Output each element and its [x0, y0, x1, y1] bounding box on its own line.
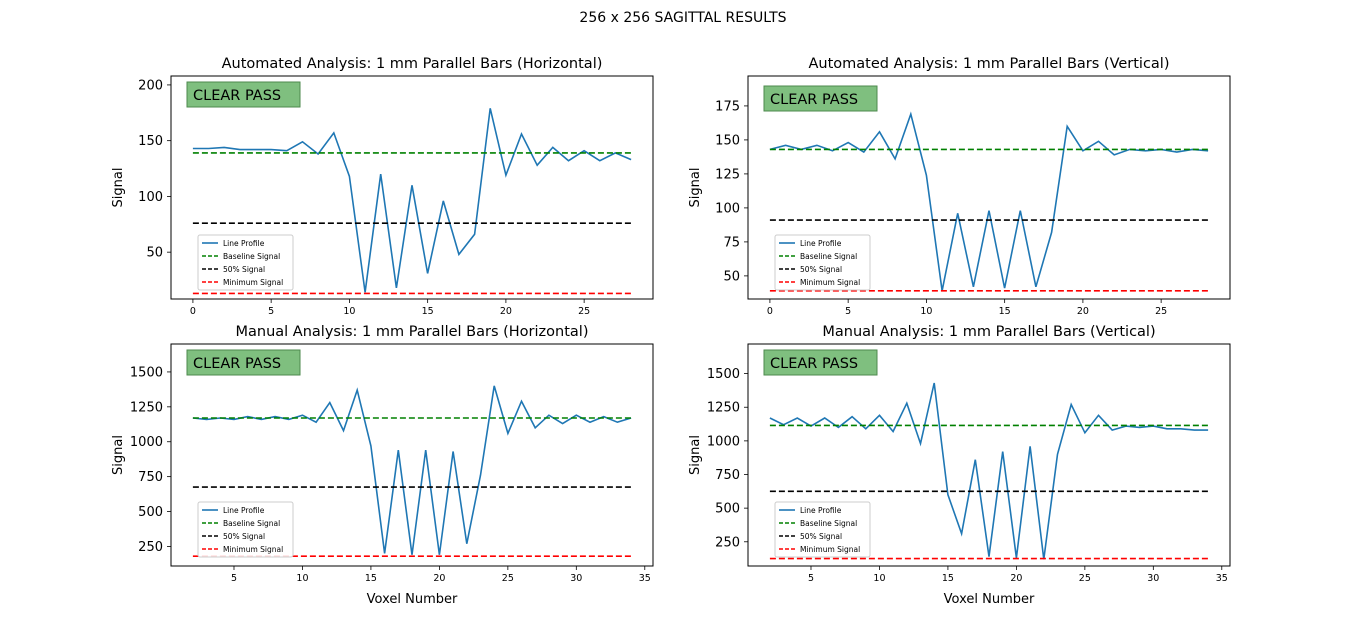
legend-label: Baseline Signal	[800, 519, 857, 528]
y-tick-label: 200	[138, 78, 163, 93]
y-tick-label: 750	[138, 470, 163, 485]
pass-badge-label: CLEAR PASS	[193, 88, 281, 104]
y-tick-label: 1500	[707, 367, 740, 382]
x-tick-label: 25	[502, 573, 514, 584]
x-tick-label: 10	[873, 573, 885, 584]
y-axis-label: Signal	[111, 168, 126, 208]
chart-panel-4: Manual Analysis: 1 mm Parallel Bars (Ver…	[688, 324, 1231, 607]
chart-panel-2: Automated Analysis: 1 mm Parallel Bars (…	[688, 56, 1231, 317]
plot-frame	[747, 343, 1231, 567]
y-tick-label: 75	[723, 235, 740, 250]
y-tick-label: 500	[138, 505, 163, 520]
y-tick-label: 50	[146, 246, 163, 261]
x-tick-label: 0	[190, 306, 196, 317]
x-tick-label: 5	[808, 573, 814, 584]
x-tick-label: 30	[1147, 573, 1159, 584]
x-tick-label: 10	[296, 573, 308, 584]
chart-panel-3: Manual Analysis: 1 mm Parallel Bars (Hor…	[111, 324, 654, 607]
legend-label: 50% Signal	[223, 265, 265, 274]
x-tick-label: 35	[639, 573, 651, 584]
legend-label: Line Profile	[223, 506, 265, 515]
series-line-1	[192, 108, 632, 293]
chart-title: Manual Analysis: 1 mm Parallel Bars (Hor…	[236, 324, 589, 340]
x-tick-label: 35	[1216, 573, 1228, 584]
y-tick-label: 175	[715, 99, 740, 114]
chart-title: Manual Analysis: 1 mm Parallel Bars (Ver…	[822, 324, 1155, 340]
y-axis-label: Signal	[688, 168, 703, 208]
legend-box	[197, 501, 294, 558]
pass-badge-label: CLEAR PASS	[770, 356, 858, 372]
legend-label: Minimum Signal	[223, 545, 283, 554]
x-tick-label: 0	[767, 306, 773, 317]
pass-badge	[763, 349, 878, 376]
x-tick-label: 5	[231, 573, 237, 584]
x-tick-label: 5	[845, 306, 851, 317]
x-tick-label: 25	[1155, 306, 1167, 317]
legend-label: Baseline Signal	[800, 252, 857, 261]
x-axis-label: Voxel Number	[944, 592, 1035, 607]
legend-box	[774, 234, 871, 291]
x-tick-label: 20	[1077, 306, 1089, 317]
legend-label: 50% Signal	[223, 532, 265, 541]
y-tick-label: 750	[715, 468, 740, 483]
y-tick-label: 1250	[130, 400, 163, 415]
chart-panel-1: Automated Analysis: 1 mm Parallel Bars (…	[111, 56, 654, 317]
x-tick-label: 15	[422, 306, 434, 317]
y-tick-label: 1500	[130, 365, 163, 380]
x-tick-label: 25	[578, 306, 590, 317]
x-tick-label: 25	[1079, 573, 1091, 584]
plot-frame	[747, 75, 1231, 300]
legend-label: Minimum Signal	[800, 278, 860, 287]
series-line-1	[769, 382, 1209, 560]
figure-title: 256 x 256 SAGITTAL RESULTS	[579, 10, 787, 26]
legend-label: Line Profile	[800, 506, 842, 515]
x-tick-label: 10	[343, 306, 355, 317]
y-tick-label: 150	[715, 133, 740, 148]
y-axis-label: Signal	[688, 435, 703, 475]
legend-label: 50% Signal	[800, 265, 842, 274]
legend-label: Baseline Signal	[223, 519, 280, 528]
y-tick-label: 100	[715, 201, 740, 216]
x-tick-label: 15	[365, 573, 377, 584]
x-tick-label: 15	[999, 306, 1011, 317]
x-tick-label: 20	[500, 306, 512, 317]
x-tick-label: 20	[433, 573, 445, 584]
y-tick-label: 1250	[707, 401, 740, 416]
x-tick-label: 20	[1010, 573, 1022, 584]
pass-badge-label: CLEAR PASS	[193, 356, 281, 372]
y-tick-label: 50	[723, 269, 740, 284]
y-tick-label: 125	[715, 167, 740, 182]
x-tick-label: 15	[942, 573, 954, 584]
y-tick-label: 1000	[130, 435, 163, 450]
legend-label: Minimum Signal	[223, 278, 283, 287]
y-tick-label: 150	[138, 134, 163, 149]
chart-title: Automated Analysis: 1 mm Parallel Bars (…	[808, 56, 1169, 72]
legend-box	[197, 234, 294, 291]
y-tick-label: 100	[138, 190, 163, 205]
legend-box	[774, 501, 871, 558]
y-tick-label: 500	[715, 502, 740, 517]
x-tick-label: 10	[920, 306, 932, 317]
pass-badge	[186, 81, 301, 108]
plot-frame	[170, 343, 654, 567]
chart-title: Automated Analysis: 1 mm Parallel Bars (…	[222, 56, 603, 72]
legend-label: Minimum Signal	[800, 545, 860, 554]
legend-label: Line Profile	[800, 239, 842, 248]
y-axis-label: Signal	[111, 435, 126, 475]
pass-badge	[186, 349, 301, 376]
plot-frame	[170, 75, 654, 300]
pass-badge-label: CLEAR PASS	[770, 92, 858, 108]
x-tick-label: 30	[570, 573, 582, 584]
legend-label: 50% Signal	[800, 532, 842, 541]
x-axis-label: Voxel Number	[367, 592, 458, 607]
x-tick-label: 5	[268, 306, 274, 317]
y-tick-label: 250	[715, 535, 740, 550]
legend-label: Line Profile	[223, 239, 265, 248]
legend-label: Baseline Signal	[223, 252, 280, 261]
y-tick-label: 250	[138, 540, 163, 555]
pass-badge	[763, 85, 878, 112]
y-tick-label: 1000	[707, 434, 740, 449]
